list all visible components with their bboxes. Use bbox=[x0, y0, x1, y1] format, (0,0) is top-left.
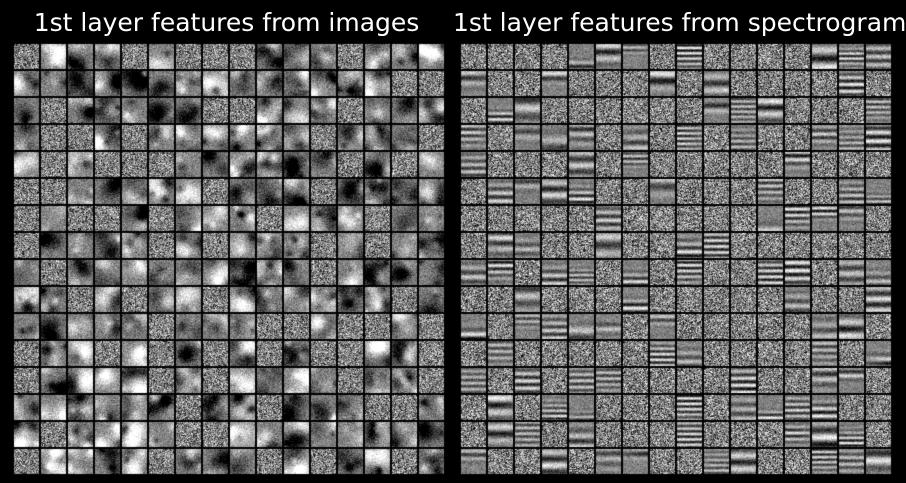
spectrogram-features-grid bbox=[460, 43, 892, 475]
image-features-title: 1st layer features from images bbox=[33, 8, 420, 37]
spectrogram-features-title: 1st layer features from spectrograms bbox=[453, 8, 906, 37]
image-features-grid bbox=[13, 43, 445, 475]
